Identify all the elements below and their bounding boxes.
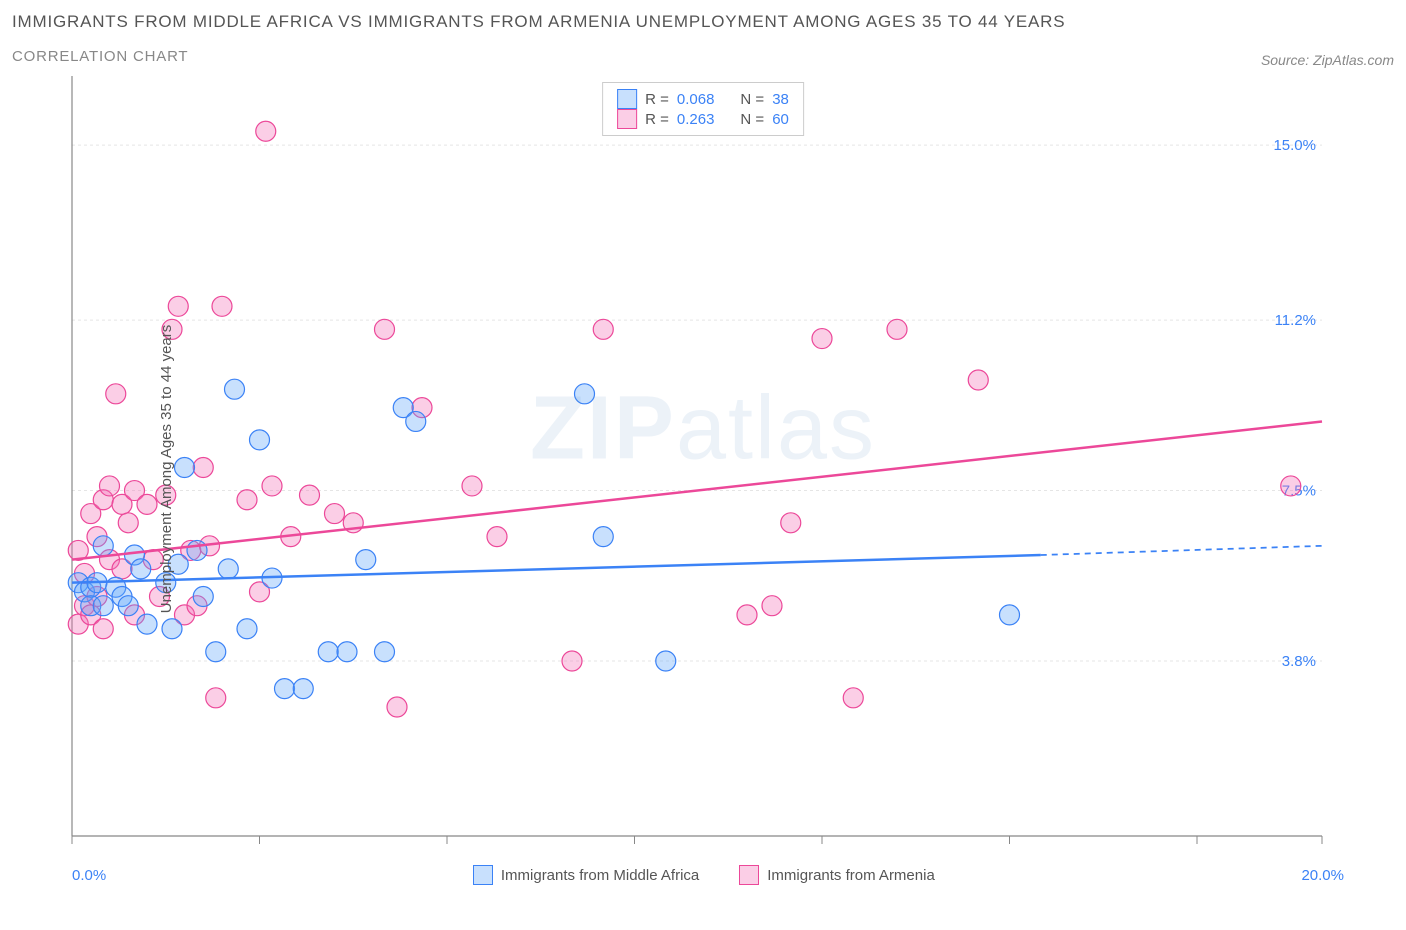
n-label: N =: [740, 91, 764, 108]
r-label: R =: [645, 91, 669, 108]
legend-item-series-0: Immigrants from Middle Africa: [473, 865, 699, 885]
r-value: 0.263: [677, 111, 715, 128]
chart-subtitle: CORRELATION CHART: [12, 48, 1065, 65]
svg-text:3.8%: 3.8%: [1282, 653, 1316, 670]
legend-swatch-pink: [739, 865, 759, 885]
legend-swatch-blue: [617, 89, 637, 109]
y-axis-label: Unemployment Among Ages 35 to 44 years: [158, 324, 175, 613]
n-label: N =: [740, 111, 764, 128]
svg-text:15.0%: 15.0%: [1273, 137, 1316, 154]
legend-row-series-1: R = 0.263 N = 60: [617, 109, 789, 129]
r-value: 0.068: [677, 91, 715, 108]
correlation-legend: R = 0.068 N = 38 R = 0.263 N = 60: [602, 82, 804, 136]
r-label: R =: [645, 111, 669, 128]
source-attribution: Source: ZipAtlas.com: [1261, 52, 1394, 68]
chart-title: IMMIGRANTS FROM MIDDLE AFRICA VS IMMIGRA…: [12, 12, 1065, 32]
n-value: 60: [772, 111, 789, 128]
svg-text:11.2%: 11.2%: [1275, 312, 1316, 329]
chart-container: Unemployment Among Ages 35 to 44 years R…: [12, 76, 1394, 861]
legend-item-series-1: Immigrants from Armenia: [739, 865, 935, 885]
x-min-label: 0.0%: [72, 867, 106, 884]
series-name: Immigrants from Armenia: [767, 867, 935, 884]
series-name: Immigrants from Middle Africa: [501, 867, 699, 884]
scatter-chart: 3.8%7.5%11.2%15.0%: [12, 76, 1332, 856]
n-value: 38: [772, 91, 789, 108]
legend-row-series-0: R = 0.068 N = 38: [617, 89, 789, 109]
bottom-legend-bar: 0.0% Immigrants from Middle Africa Immig…: [12, 865, 1394, 885]
x-max-label: 20.0%: [1301, 867, 1344, 884]
legend-swatch-blue: [473, 865, 493, 885]
legend-swatch-pink: [617, 109, 637, 129]
